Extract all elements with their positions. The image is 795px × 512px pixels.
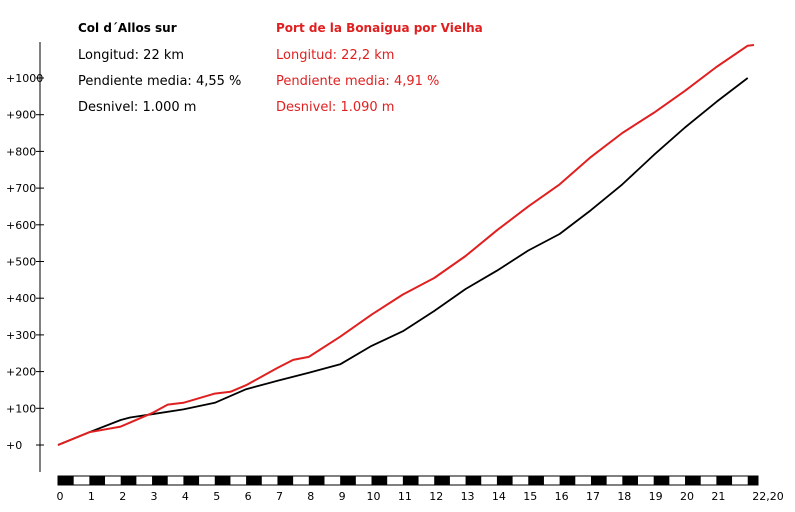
gradient-text: Pendiente media: 4,55 % [78, 74, 242, 89]
ruler-segment [277, 476, 294, 485]
y-tick-label: +1000 [6, 72, 43, 85]
ruler-segment [152, 476, 168, 485]
x-tick-label: 16 [555, 490, 569, 503]
x-tick-label: 2 [119, 490, 126, 503]
y-tick-labels: +0 +100 +200 +300 +400 +500 +600 +700 +800 +900 +1… [6, 72, 43, 452]
ruler-segment [528, 476, 544, 485]
x-tick-label: 20 [680, 490, 694, 503]
ruler-segment [622, 476, 638, 485]
x-tick-label: 8 [307, 490, 314, 503]
chart-axes [36, 42, 44, 472]
y-tick-label: +500 [6, 256, 36, 269]
x-tick-label: 11 [398, 490, 412, 503]
x-tick-label: 5 [213, 490, 220, 503]
gradient-text: Pendiente media: 4,91 % [276, 74, 440, 89]
series-line-1 [57, 77, 749, 446]
stats-col-dallos: Col d´Allos sur Longitud: 22 km Pendient… [78, 15, 241, 121]
ruler-segment [340, 476, 356, 485]
y-tick-label: +0 [6, 439, 22, 452]
ruler-segment [371, 476, 388, 485]
ruler-segment [465, 476, 482, 485]
x-tick-label: 22,20 [752, 490, 784, 503]
x-tick-label: 18 [617, 490, 631, 503]
ruler-segment [120, 476, 137, 485]
x-tick-label: 21 [711, 490, 725, 503]
y-tick-label: +700 [6, 182, 36, 195]
series-lines [57, 44, 755, 446]
ruler-segment [685, 476, 701, 485]
x-tick-label: 9 [339, 490, 346, 503]
ruler-segment [246, 476, 262, 485]
series-title: Col d´Allos sur [78, 21, 177, 35]
ruler-segment [559, 476, 576, 485]
x-tick-label: 17 [586, 490, 600, 503]
y-tick-label: +400 [6, 292, 36, 305]
series-title: Port de la Bonaigua por Vielha [276, 21, 483, 35]
ruler-segment [89, 476, 106, 485]
series-line-2 [57, 44, 755, 446]
x-tick-label: 4 [182, 490, 189, 503]
x-tick-label: 10 [367, 490, 381, 503]
ruler-segment [183, 476, 200, 485]
ruler-segment [402, 476, 419, 485]
length-text: Longitud: 22,2 km [276, 48, 395, 63]
stats-bonaigua: Port de la Bonaigua por Vielha Longitud:… [276, 15, 483, 121]
x-tick-label: 3 [151, 490, 158, 503]
length-text: Longitud: 22 km [78, 48, 185, 63]
x-tick-label: 12 [429, 490, 443, 503]
x-tick-label: 13 [461, 490, 475, 503]
ruler-segment [434, 476, 450, 485]
y-tick-label: +300 [6, 329, 36, 342]
ruler-segment [716, 476, 733, 485]
ruler-end-segment [750, 476, 758, 485]
x-tick-label: 7 [276, 490, 283, 503]
y-tick-label: +200 [6, 366, 36, 379]
ruler-segment [590, 476, 607, 485]
km-ruler [57, 475, 759, 486]
ruler-segment [214, 476, 231, 485]
ruler-segment [496, 476, 513, 485]
x-tick-label: 6 [245, 490, 252, 503]
y-tick-label: +900 [6, 109, 36, 122]
x-tick-label: 15 [523, 490, 537, 503]
elevation-text: Desnivel: 1.000 m [78, 100, 197, 115]
y-tick-label: +800 [6, 145, 36, 158]
x-tick-label: 14 [492, 490, 506, 503]
y-tick-label: +600 [6, 219, 36, 232]
y-tick-label: +100 [6, 402, 36, 415]
ruler-segment [308, 476, 325, 485]
x-tick-label: 1 [88, 490, 95, 503]
x-tick-label: 19 [649, 490, 663, 503]
ruler-segment [653, 476, 670, 485]
x-tick-labels: 0 1 2 3 4 5 6 7 8 9 10 11 12 13 14 15 16 17 18 19 20 21 22,20 [57, 490, 784, 503]
ruler-segment [58, 476, 74, 485]
elevation-text: Desnivel: 1.090 m [276, 100, 395, 115]
x-tick-label: 0 [57, 490, 64, 503]
